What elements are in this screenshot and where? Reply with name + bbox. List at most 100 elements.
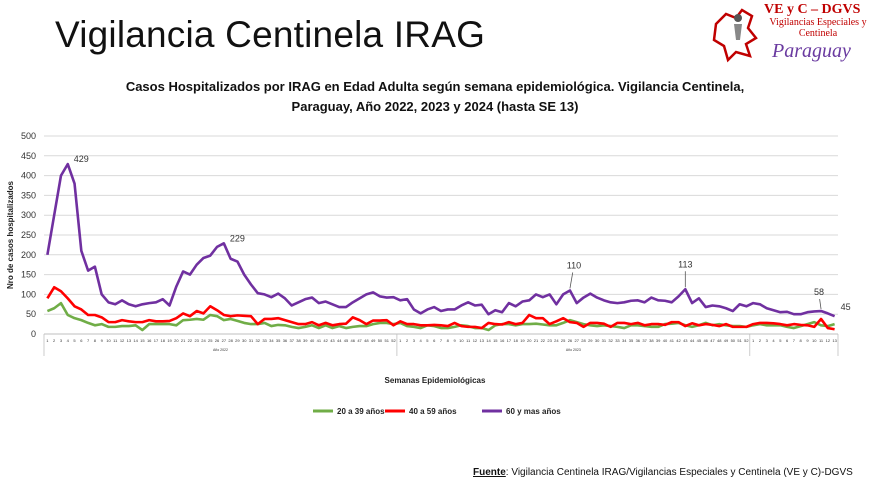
legend-label: 20 a 39 años — [337, 407, 385, 416]
x-tick-label: 12 — [473, 338, 478, 343]
x-tick-label: 36 — [283, 338, 288, 343]
x-tick-label: 2 — [53, 338, 56, 343]
x-tick-label: 13 — [479, 338, 484, 343]
x-tick-label: 31 — [602, 338, 607, 343]
x-tick-label: 26 — [215, 338, 220, 343]
data-label: 429 — [74, 154, 89, 164]
series-line-2 — [46, 162, 836, 318]
x-tick-label: 38 — [649, 338, 654, 343]
x-tick-label: 49 — [724, 338, 729, 343]
legend-label: 60 y mas años — [506, 407, 561, 416]
y-tick-label: 250 — [21, 230, 36, 240]
x-tick-label: 4 — [772, 338, 775, 343]
x-tick-label: 13 — [832, 338, 837, 343]
x-tick-label: 47 — [710, 338, 715, 343]
x-tick-label: 20 — [527, 338, 532, 343]
data-label: 58 — [814, 287, 824, 297]
source-label: Fuente — [473, 467, 506, 478]
year-label: Año 2023 — [566, 348, 581, 352]
x-tick-label: 6 — [80, 338, 83, 343]
data-label: 229 — [230, 233, 245, 243]
x-tick-label: 11 — [466, 338, 471, 343]
x-tick-label: 40 — [663, 338, 668, 343]
x-tick-label: 31 — [249, 338, 254, 343]
x-tick-label: 11 — [113, 338, 118, 343]
chart-title-line1: Casos Hospitalizados por IRAG en Edad Ad… — [125, 79, 745, 94]
source-footer: Fuente: Vigilancia Centinela IRAG/Vigila… — [473, 467, 853, 478]
x-tick-label: 47 — [357, 338, 362, 343]
x-tick-label: 48 — [717, 338, 722, 343]
x-tick-label: 40 — [310, 338, 315, 343]
y-tick-label: 350 — [21, 190, 36, 200]
x-tick-label: 43 — [683, 338, 688, 343]
chart-title: Casos Hospitalizados por IRAG en Edad Ad… — [0, 77, 870, 117]
x-tick-label: 43 — [330, 338, 335, 343]
x-tick-label: 44 — [337, 338, 342, 343]
x-tick-label: 41 — [317, 338, 322, 343]
x-tick-label: 39 — [303, 338, 308, 343]
x-tick-label: 52 — [391, 338, 396, 343]
x-tick-label: 20 — [174, 338, 179, 343]
x-tick-label: 30 — [595, 338, 600, 343]
x-tick-label: 39 — [656, 338, 661, 343]
x-tick-label: 7 — [793, 338, 796, 343]
x-tick-label: 25 — [561, 338, 566, 343]
x-tick-label: 5 — [779, 338, 782, 343]
x-tick-label: 2 — [759, 338, 762, 343]
x-tick-label: 46 — [703, 338, 708, 343]
y-tick-label: 500 — [21, 131, 36, 141]
logo-line2: Vigilancias Especiales y Centinela — [769, 17, 867, 39]
x-tick-label: 32 — [608, 338, 613, 343]
x-tick-label: 3 — [60, 338, 63, 343]
x-tick-label: 16 — [147, 338, 152, 343]
x-tick-label: 19 — [167, 338, 172, 343]
x-tick-label: 1 — [399, 338, 402, 343]
annotation-leader — [569, 272, 574, 289]
data-label: 113 — [678, 259, 692, 269]
x-tick-label: 41 — [670, 338, 675, 343]
data-label: 110 — [567, 260, 581, 270]
x-tick-label: 38 — [296, 338, 301, 343]
x-tick-label: 29 — [588, 338, 593, 343]
x-tick-label: 49 — [371, 338, 376, 343]
x-axis-label: Semanas Epidemiológicas — [385, 376, 486, 385]
vigilance-logo: VE y C – DGVS Vigilancias Especiales y C… — [712, 2, 867, 64]
x-tick-label: 17 — [507, 338, 512, 343]
x-tick-label: 3 — [413, 338, 416, 343]
x-tick-label: 9 — [101, 338, 104, 343]
x-tick-label: 42 — [323, 338, 328, 343]
x-tick-label: 51 — [737, 338, 742, 343]
y-tick-label: 450 — [21, 151, 36, 161]
x-tick-label: 9 — [806, 338, 809, 343]
x-tick-label: 10 — [459, 338, 464, 343]
x-tick-label: 22 — [541, 338, 546, 343]
x-tick-label: 15 — [140, 338, 145, 343]
chart-title-line2: Paraguay, Año 2022, 2023 y 2024 (hasta S… — [291, 99, 579, 114]
logo-line1: VE y C – DGVS — [764, 2, 861, 17]
source-text: : Vigilancia Centinela IRAG/Vigilancias … — [505, 467, 853, 478]
x-tick-label: 6 — [786, 338, 789, 343]
logo-line3: Paraguay — [772, 40, 851, 62]
x-tick-label: 12 — [826, 338, 831, 343]
page-title: Vigilancia Centinela IRAG — [55, 14, 486, 55]
x-tick-label: 5 — [73, 338, 76, 343]
x-tick-label: 44 — [690, 338, 695, 343]
x-tick-label: 12 — [120, 338, 125, 343]
x-tick-label: 10 — [106, 338, 111, 343]
y-tick-label: 300 — [21, 210, 36, 220]
data-label: 45 — [841, 302, 851, 312]
x-tick-label: 50 — [378, 338, 383, 343]
x-tick-label: 34 — [269, 338, 274, 343]
x-tick-label: 52 — [744, 338, 749, 343]
x-tick-label: 32 — [256, 338, 261, 343]
x-tick-label: 8 — [94, 338, 97, 343]
x-tick-label: 27 — [222, 338, 227, 343]
x-tick-label: 21 — [181, 338, 186, 343]
x-tick-label: 19 — [520, 338, 525, 343]
y-tick-label: 400 — [21, 171, 36, 181]
x-tick-label: 28 — [581, 338, 586, 343]
x-tick-label: 45 — [344, 338, 349, 343]
x-tick-label: 37 — [642, 338, 647, 343]
x-tick-label: 27 — [574, 338, 579, 343]
